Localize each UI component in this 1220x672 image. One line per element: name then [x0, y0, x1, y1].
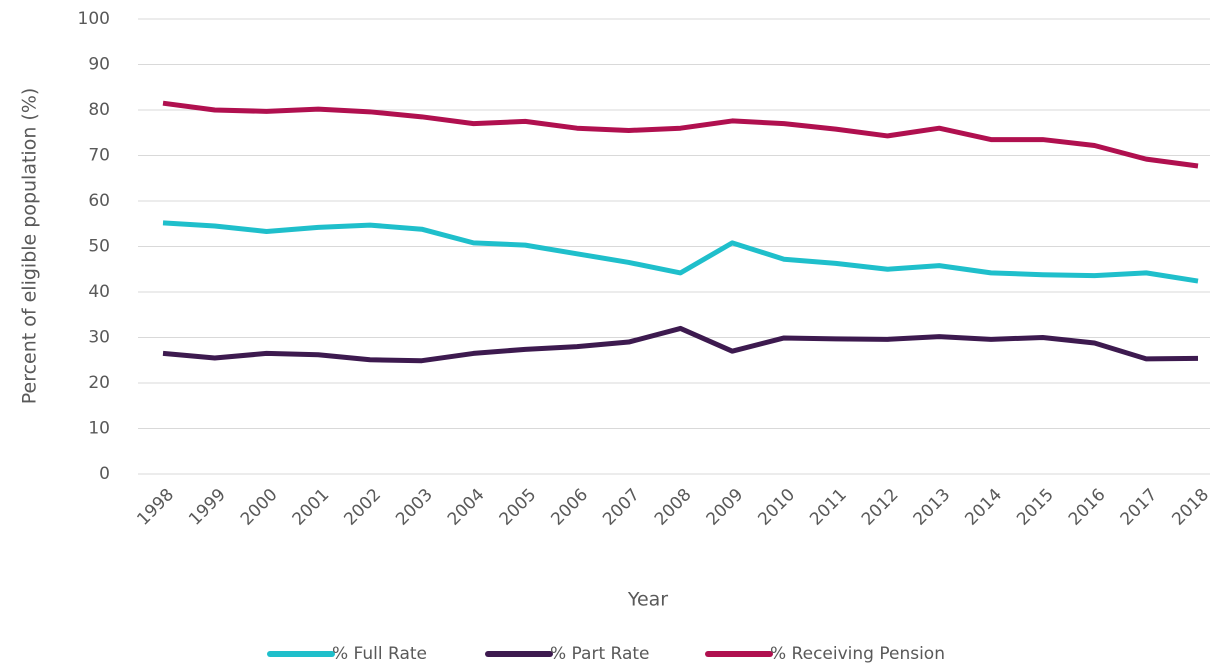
legend-label: % Full Rate [332, 644, 427, 664]
x-tick-label: 2005 [496, 485, 541, 530]
x-tick-label: 2006 [547, 485, 592, 530]
legend-label: % Part Rate [550, 644, 650, 664]
x-tick-label: 2017 [1117, 485, 1162, 530]
y-axis-label: Percent of eligible population (%) [19, 88, 41, 405]
series-line [162, 220, 1199, 284]
y-tick-label: 0 [99, 464, 110, 484]
x-tick-label: 1998 [133, 485, 178, 530]
x-tick-label: 2009 [703, 485, 748, 530]
x-tick-label: 2001 [289, 485, 334, 530]
y-tick-label: 90 [88, 55, 110, 75]
x-tick-label: 2007 [599, 485, 644, 530]
legend-label: % Receiving Pension [770, 644, 945, 664]
x-tick-label: 2014 [961, 485, 1006, 530]
x-tick-label: 2000 [237, 485, 282, 530]
y-tick-label: 50 [88, 237, 110, 257]
x-tick-label: 2008 [651, 485, 696, 530]
x-tick-label: 2003 [392, 485, 437, 530]
y-tick-label: 80 [88, 100, 110, 120]
x-tick-label: 2010 [754, 485, 799, 530]
x-tick-label: 2018 [1168, 485, 1213, 530]
x-tick-label: 2016 [1065, 485, 1110, 530]
y-tick-label: 60 [88, 191, 110, 211]
x-tick-label: 2004 [444, 485, 489, 530]
series-line [162, 325, 1199, 364]
y-tick-label: 40 [88, 282, 110, 302]
series-line [162, 100, 1199, 169]
x-tick-label: 2012 [858, 485, 903, 530]
y-tick-label: 100 [78, 9, 110, 29]
y-tick-label: 20 [88, 373, 110, 393]
x-axis-label: Year [627, 589, 668, 611]
x-tick-label: 2013 [910, 485, 955, 530]
y-tick-label: 70 [88, 146, 110, 166]
y-tick-label: 10 [88, 419, 110, 439]
x-tick-label: 2015 [1013, 485, 1058, 530]
x-tick-label: 2011 [806, 485, 851, 530]
y-tick-label: 30 [88, 328, 110, 348]
x-tick-label: 1999 [185, 485, 230, 530]
x-tick-label: 2002 [340, 485, 385, 530]
